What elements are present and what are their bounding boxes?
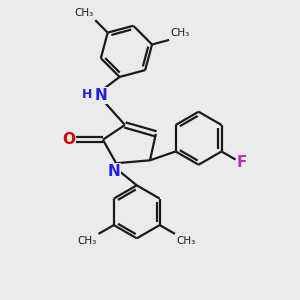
Text: CH₃: CH₃ (78, 236, 97, 246)
Text: CH₃: CH₃ (171, 28, 190, 38)
Text: O: O (62, 132, 75, 147)
Text: H: H (82, 88, 92, 100)
Text: CH₃: CH₃ (74, 8, 94, 18)
Text: N: N (107, 164, 120, 179)
Text: CH₃: CH₃ (176, 236, 196, 246)
Text: F: F (237, 155, 247, 170)
Text: N: N (94, 88, 107, 103)
